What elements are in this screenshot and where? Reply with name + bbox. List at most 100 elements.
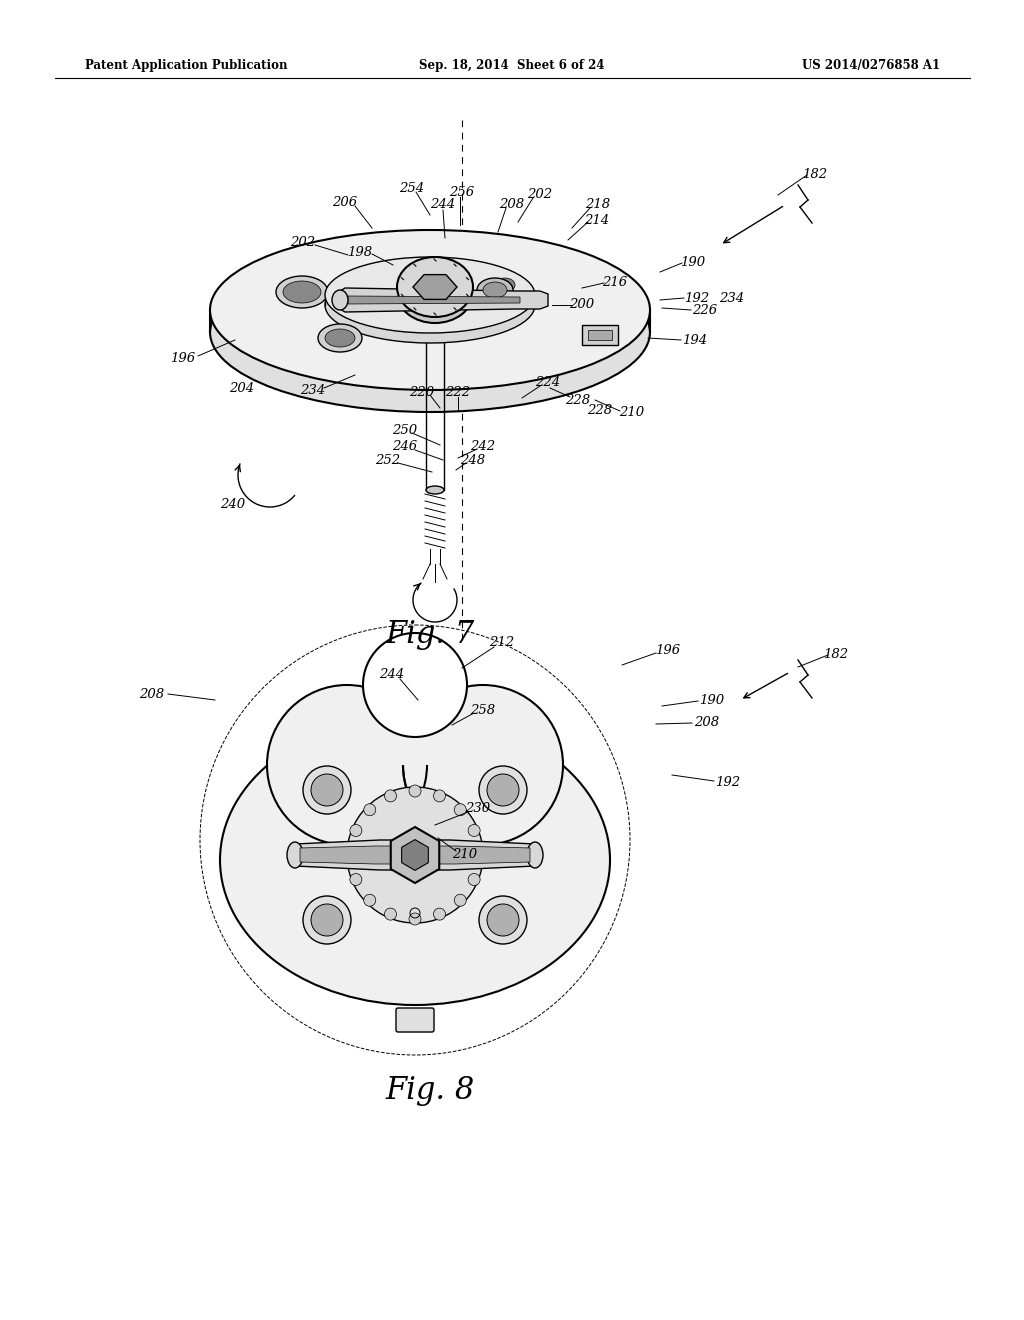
Polygon shape <box>355 735 475 766</box>
Text: 230: 230 <box>466 801 490 814</box>
Text: 206: 206 <box>333 197 357 210</box>
Circle shape <box>362 634 467 737</box>
Circle shape <box>487 774 519 807</box>
Text: 222: 222 <box>445 385 471 399</box>
Circle shape <box>479 896 527 944</box>
Text: 244: 244 <box>380 668 404 681</box>
Circle shape <box>345 849 357 861</box>
Text: 204: 204 <box>229 381 255 395</box>
Polygon shape <box>348 296 520 304</box>
Text: 256: 256 <box>450 186 474 199</box>
Circle shape <box>311 774 343 807</box>
Text: 208: 208 <box>694 717 720 730</box>
Polygon shape <box>582 325 618 345</box>
Polygon shape <box>340 288 548 312</box>
Circle shape <box>384 789 396 801</box>
Ellipse shape <box>332 290 348 310</box>
Ellipse shape <box>210 252 650 412</box>
Text: 198: 198 <box>347 246 373 259</box>
Text: 252: 252 <box>376 454 400 466</box>
Circle shape <box>311 904 343 936</box>
Text: 220: 220 <box>410 385 434 399</box>
Ellipse shape <box>489 275 521 296</box>
Circle shape <box>267 685 427 845</box>
Circle shape <box>468 825 480 837</box>
Text: 202: 202 <box>291 236 315 249</box>
Text: 192: 192 <box>684 292 710 305</box>
Text: 244: 244 <box>430 198 456 211</box>
Polygon shape <box>391 828 439 883</box>
Circle shape <box>433 789 445 801</box>
Polygon shape <box>588 330 612 341</box>
Text: 212: 212 <box>489 636 515 649</box>
Circle shape <box>455 804 466 816</box>
Circle shape <box>364 804 376 816</box>
Text: 210: 210 <box>620 407 644 420</box>
Text: 190: 190 <box>680 256 706 268</box>
Text: Fig. 8: Fig. 8 <box>385 1074 475 1106</box>
FancyBboxPatch shape <box>396 1008 434 1032</box>
Circle shape <box>473 849 485 861</box>
Polygon shape <box>300 846 530 865</box>
Text: 202: 202 <box>527 189 553 202</box>
Text: 246: 246 <box>392 441 418 454</box>
Ellipse shape <box>397 263 473 323</box>
Text: 208: 208 <box>500 198 524 211</box>
Circle shape <box>303 896 351 944</box>
Ellipse shape <box>325 257 535 333</box>
Text: 224: 224 <box>536 376 560 389</box>
Ellipse shape <box>426 486 444 494</box>
Text: 208: 208 <box>139 688 165 701</box>
Text: 234: 234 <box>720 292 744 305</box>
Text: 194: 194 <box>682 334 708 346</box>
Circle shape <box>455 894 466 907</box>
Circle shape <box>479 766 527 814</box>
Ellipse shape <box>325 267 535 343</box>
Circle shape <box>364 894 376 907</box>
Text: 196: 196 <box>170 351 196 364</box>
Circle shape <box>350 825 361 837</box>
Ellipse shape <box>276 276 328 308</box>
Text: 240: 240 <box>220 499 246 511</box>
Polygon shape <box>413 275 457 300</box>
Ellipse shape <box>527 842 543 869</box>
Text: 196: 196 <box>655 644 681 656</box>
Text: 192: 192 <box>716 776 740 788</box>
Text: Patent Application Publication: Patent Application Publication <box>85 58 288 71</box>
Circle shape <box>409 913 421 925</box>
Circle shape <box>409 785 421 797</box>
Text: 228: 228 <box>588 404 612 417</box>
Text: Fig. 7: Fig. 7 <box>385 619 475 651</box>
Text: 214: 214 <box>585 214 609 227</box>
Ellipse shape <box>220 715 610 1005</box>
Ellipse shape <box>495 279 515 292</box>
Text: 182: 182 <box>803 169 827 181</box>
Text: 228: 228 <box>565 393 591 407</box>
Ellipse shape <box>397 257 473 317</box>
Text: 226: 226 <box>692 304 718 317</box>
Text: 250: 250 <box>392 424 418 437</box>
Text: 258: 258 <box>470 704 496 717</box>
Text: 248: 248 <box>461 454 485 466</box>
Text: 242: 242 <box>470 441 496 454</box>
Text: US 2014/0276858 A1: US 2014/0276858 A1 <box>802 58 940 71</box>
Text: 254: 254 <box>399 181 425 194</box>
Text: 200: 200 <box>569 298 595 312</box>
Circle shape <box>433 908 445 920</box>
Text: Sep. 18, 2014  Sheet 6 of 24: Sep. 18, 2014 Sheet 6 of 24 <box>419 58 605 71</box>
Text: 190: 190 <box>699 693 725 706</box>
Circle shape <box>468 874 480 886</box>
Ellipse shape <box>477 279 513 302</box>
Ellipse shape <box>283 281 321 304</box>
Circle shape <box>350 874 361 886</box>
Ellipse shape <box>483 282 507 298</box>
Text: 234: 234 <box>300 384 326 396</box>
Circle shape <box>347 787 483 923</box>
Polygon shape <box>401 840 428 870</box>
Polygon shape <box>295 840 535 870</box>
Ellipse shape <box>325 329 355 347</box>
Ellipse shape <box>210 230 650 389</box>
Ellipse shape <box>287 842 303 869</box>
Circle shape <box>384 908 396 920</box>
Text: 216: 216 <box>602 276 628 289</box>
